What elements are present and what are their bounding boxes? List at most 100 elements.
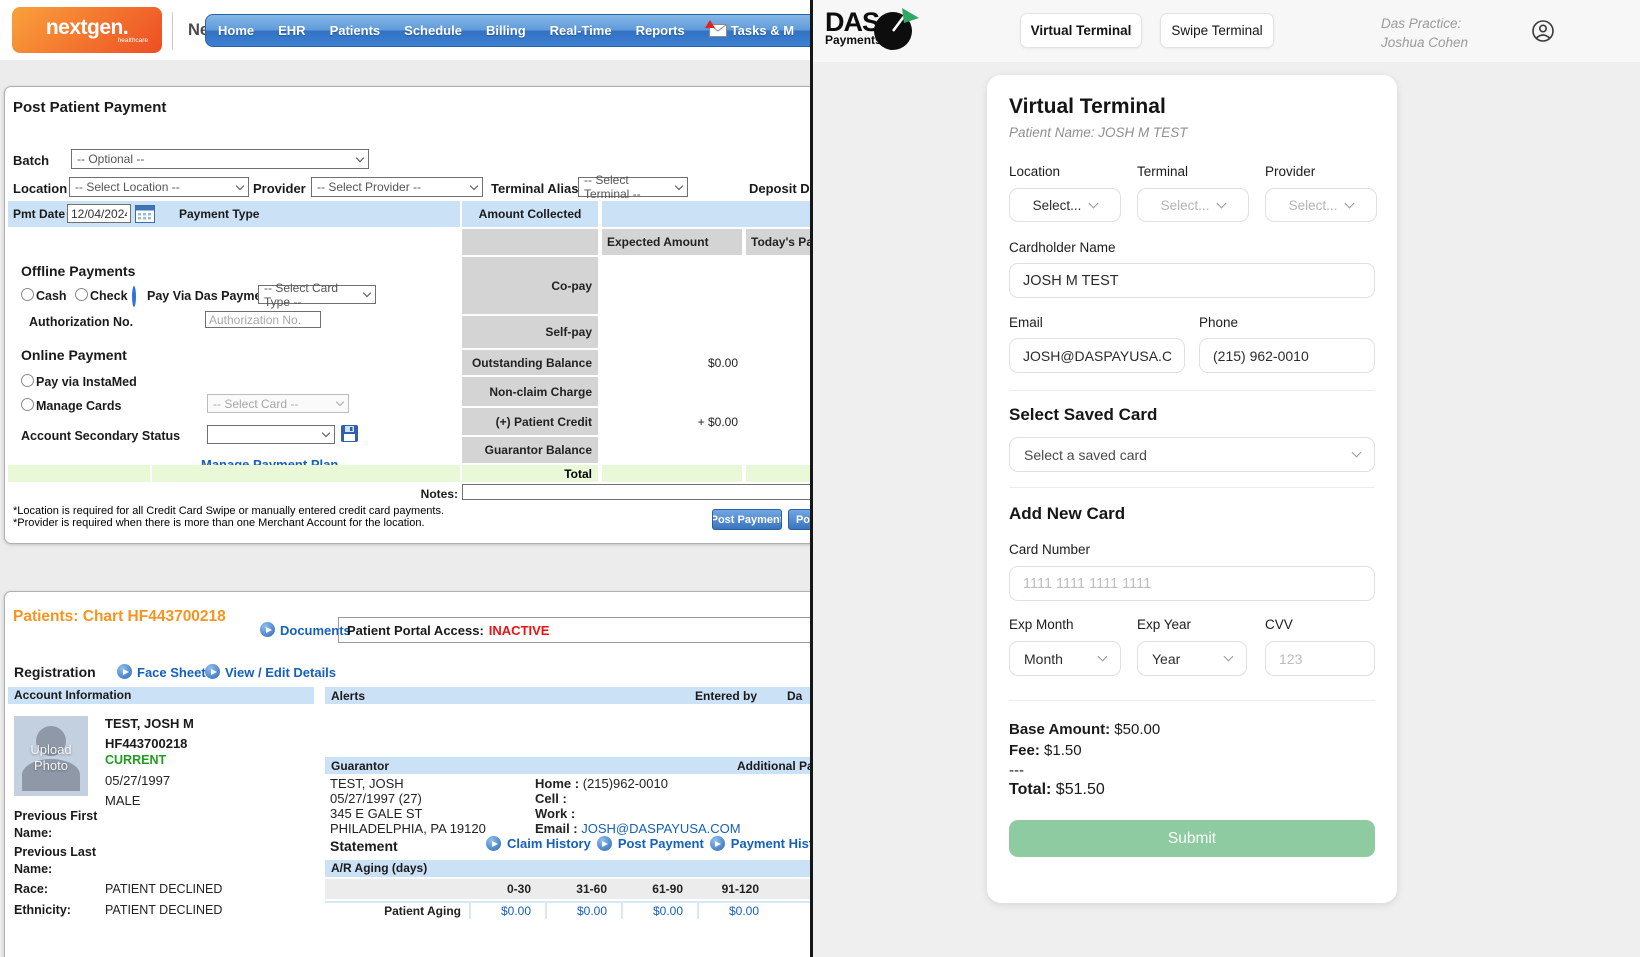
post-payment-link[interactable]: Post Payment — [617, 836, 704, 851]
cash-radio[interactable] — [21, 288, 34, 301]
email-input[interactable] — [1009, 338, 1185, 373]
patient-aging-label: Patient Aging — [384, 904, 461, 918]
account-icon[interactable] — [1531, 19, 1555, 48]
registration-label: Registration — [14, 664, 96, 680]
das-payments-radio[interactable] — [132, 286, 136, 307]
account-secondary-status-select[interactable] — [207, 425, 335, 444]
face-sheet-link[interactable]: Face Sheet — [137, 665, 206, 680]
portal-access-box: Patient Portal Access: INACTIVE — [338, 617, 810, 643]
ethnicity-label: Ethnicity: — [14, 903, 71, 917]
total-row-cell — [8, 465, 150, 482]
location-select[interactable]: -- Select Location -- — [69, 177, 249, 197]
expected-amount-value: $0.00 — [707, 355, 738, 370]
cash-radio-label: Cash — [36, 289, 67, 303]
main-nav: Home EHR Patients Schedule Billing Real-… — [205, 14, 810, 47]
provider-select[interactable]: Select... — [1265, 188, 1377, 222]
claim-history-arrow-icon[interactable] — [486, 836, 501, 851]
face-sheet-arrow-icon[interactable] — [117, 664, 132, 679]
total-row-cell — [602, 465, 742, 482]
location-select[interactable]: Select... — [1009, 188, 1121, 222]
view-edit-details-link[interactable]: View / Edit Details — [225, 665, 337, 680]
tab-virtual-terminal[interactable]: Virtual Terminal — [1020, 13, 1142, 48]
batch-select[interactable]: -- Optional -- — [71, 149, 369, 169]
notes-input[interactable] — [462, 484, 810, 500]
guarantor-email-link[interactable]: JOSH@DASPAYUSA.COM — [581, 821, 741, 836]
claim-history-link[interactable]: Claim History — [507, 836, 591, 851]
save-icon[interactable] — [341, 425, 358, 447]
amount-collected-band — [462, 201, 598, 227]
fee-line: Fee: $1.50 — [1009, 742, 1082, 759]
card-type-select[interactable]: -- Select Card Type -- — [258, 281, 376, 309]
post-payment-secondary-button[interactable]: Po — [788, 509, 810, 530]
card-number-input[interactable] — [1009, 566, 1375, 601]
nav-item-billing[interactable]: Billing — [485, 23, 526, 38]
nav-item-home[interactable]: Home — [218, 23, 255, 38]
amount-row-label: Guarantor Balance — [462, 437, 598, 463]
patient-name: TEST, JOSH M — [105, 716, 194, 731]
calendar-icon[interactable] — [135, 204, 155, 228]
portal-access-label: Patient Portal Access: — [347, 622, 484, 638]
entered-by-label: Entered by — [695, 689, 758, 703]
view-edit-arrow-icon[interactable] — [205, 664, 220, 679]
cvv-input[interactable] — [1265, 641, 1375, 676]
payment-history-link[interactable]: Payment History — [730, 836, 810, 851]
batch-label: Batch — [13, 153, 50, 168]
nav-item-reports[interactable]: Reports — [635, 23, 685, 38]
check-radio[interactable] — [75, 288, 88, 301]
chevron-down-icon — [1216, 198, 1227, 208]
submit-button[interactable]: Submit — [1009, 820, 1375, 857]
terminal-select[interactable]: -- Select Terminal -- — [578, 173, 688, 201]
deposit-date-label: Deposit Dat — [749, 181, 810, 196]
phone-input[interactable] — [1199, 338, 1375, 373]
expected-amount-value: + $0.00 — [697, 414, 738, 429]
das-logo-text: DAS — [825, 7, 880, 37]
documents-arrow-icon[interactable] — [260, 622, 275, 637]
manage-cards-radio[interactable] — [21, 398, 34, 411]
nextgen-app: nextgen. healthcare NextGen® Office Home… — [0, 0, 810, 957]
saved-card-select[interactable]: Select a saved card — [1009, 437, 1375, 472]
amount-collected-label: Amount Collected — [478, 207, 582, 221]
payment-history-arrow-icon[interactable] — [709, 836, 725, 851]
patient-chart-id: HF443700218 — [105, 736, 188, 751]
nav-item-realtime[interactable]: Real-Time — [549, 23, 612, 38]
terminal-alias-label: Terminal Alias — [491, 181, 579, 196]
ar-aging-header: A/R Aging (days) — [325, 860, 810, 877]
cardholder-name-input[interactable] — [1009, 263, 1375, 298]
terminal-select[interactable]: Select... — [1137, 188, 1249, 222]
post-payment-arrow-icon[interactable] — [596, 836, 612, 851]
section-divider — [1009, 390, 1375, 391]
select-card-select[interactable]: -- Select Card -- — [207, 394, 349, 413]
instamed-radio[interactable] — [21, 374, 34, 387]
nav-item-patients[interactable]: Patients — [329, 23, 381, 38]
patient-photo-placeholder[interactable]: Upload Photo — [14, 716, 88, 796]
aging-value[interactable]: $0.00 — [469, 903, 545, 919]
provider-select[interactable]: -- Select Provider -- — [311, 177, 483, 197]
nav-item-ehr[interactable]: EHR — [278, 23, 306, 38]
das-payments-app: DAS Payments Virtual Terminal Swipe Term… — [810, 0, 1640, 957]
post-payment-button[interactable]: Post Payment — [712, 509, 782, 530]
aging-value[interactable]: $0.00 — [545, 903, 621, 919]
guarantor-email: Email : JOSH@DASPAYUSA.COM — [535, 821, 741, 836]
patient-dob: 05/27/1997 — [105, 773, 171, 788]
chevron-down-icon — [355, 153, 365, 162]
terminal-label: Terminal — [1137, 164, 1189, 179]
footnote-provider: *Provider is required when there is more… — [13, 517, 425, 529]
aging-column: 61-90 — [652, 882, 683, 896]
aging-value[interactable]: $0.00 — [697, 903, 773, 919]
portal-access-status: INACTIVE — [488, 622, 550, 638]
expected-amount-header: Expected Amount — [602, 229, 742, 255]
aging-value[interactable]: $0.00 — [621, 903, 697, 919]
documents-link[interactable]: Documents — [280, 623, 351, 638]
authorization-label: Authorization No. — [29, 315, 134, 329]
phone-label: Phone — [1199, 315, 1239, 330]
tab-swipe-terminal[interactable]: Swipe Terminal — [1160, 13, 1274, 48]
nav-item-tasks[interactable]: Tasks & M — [697, 20, 806, 38]
nav-item-schedule[interactable]: Schedule — [404, 23, 462, 38]
ethnicity-value: PATIENT DECLINED — [105, 903, 223, 917]
authorization-input[interactable] — [205, 311, 321, 328]
exp-year-select[interactable]: Year — [1137, 641, 1247, 676]
total-line: Total: $51.50 — [1009, 781, 1105, 798]
exp-month-select[interactable]: Month — [1009, 641, 1121, 676]
account-information-header: Account Information — [8, 687, 314, 704]
pmt-date-input[interactable] — [67, 204, 131, 223]
